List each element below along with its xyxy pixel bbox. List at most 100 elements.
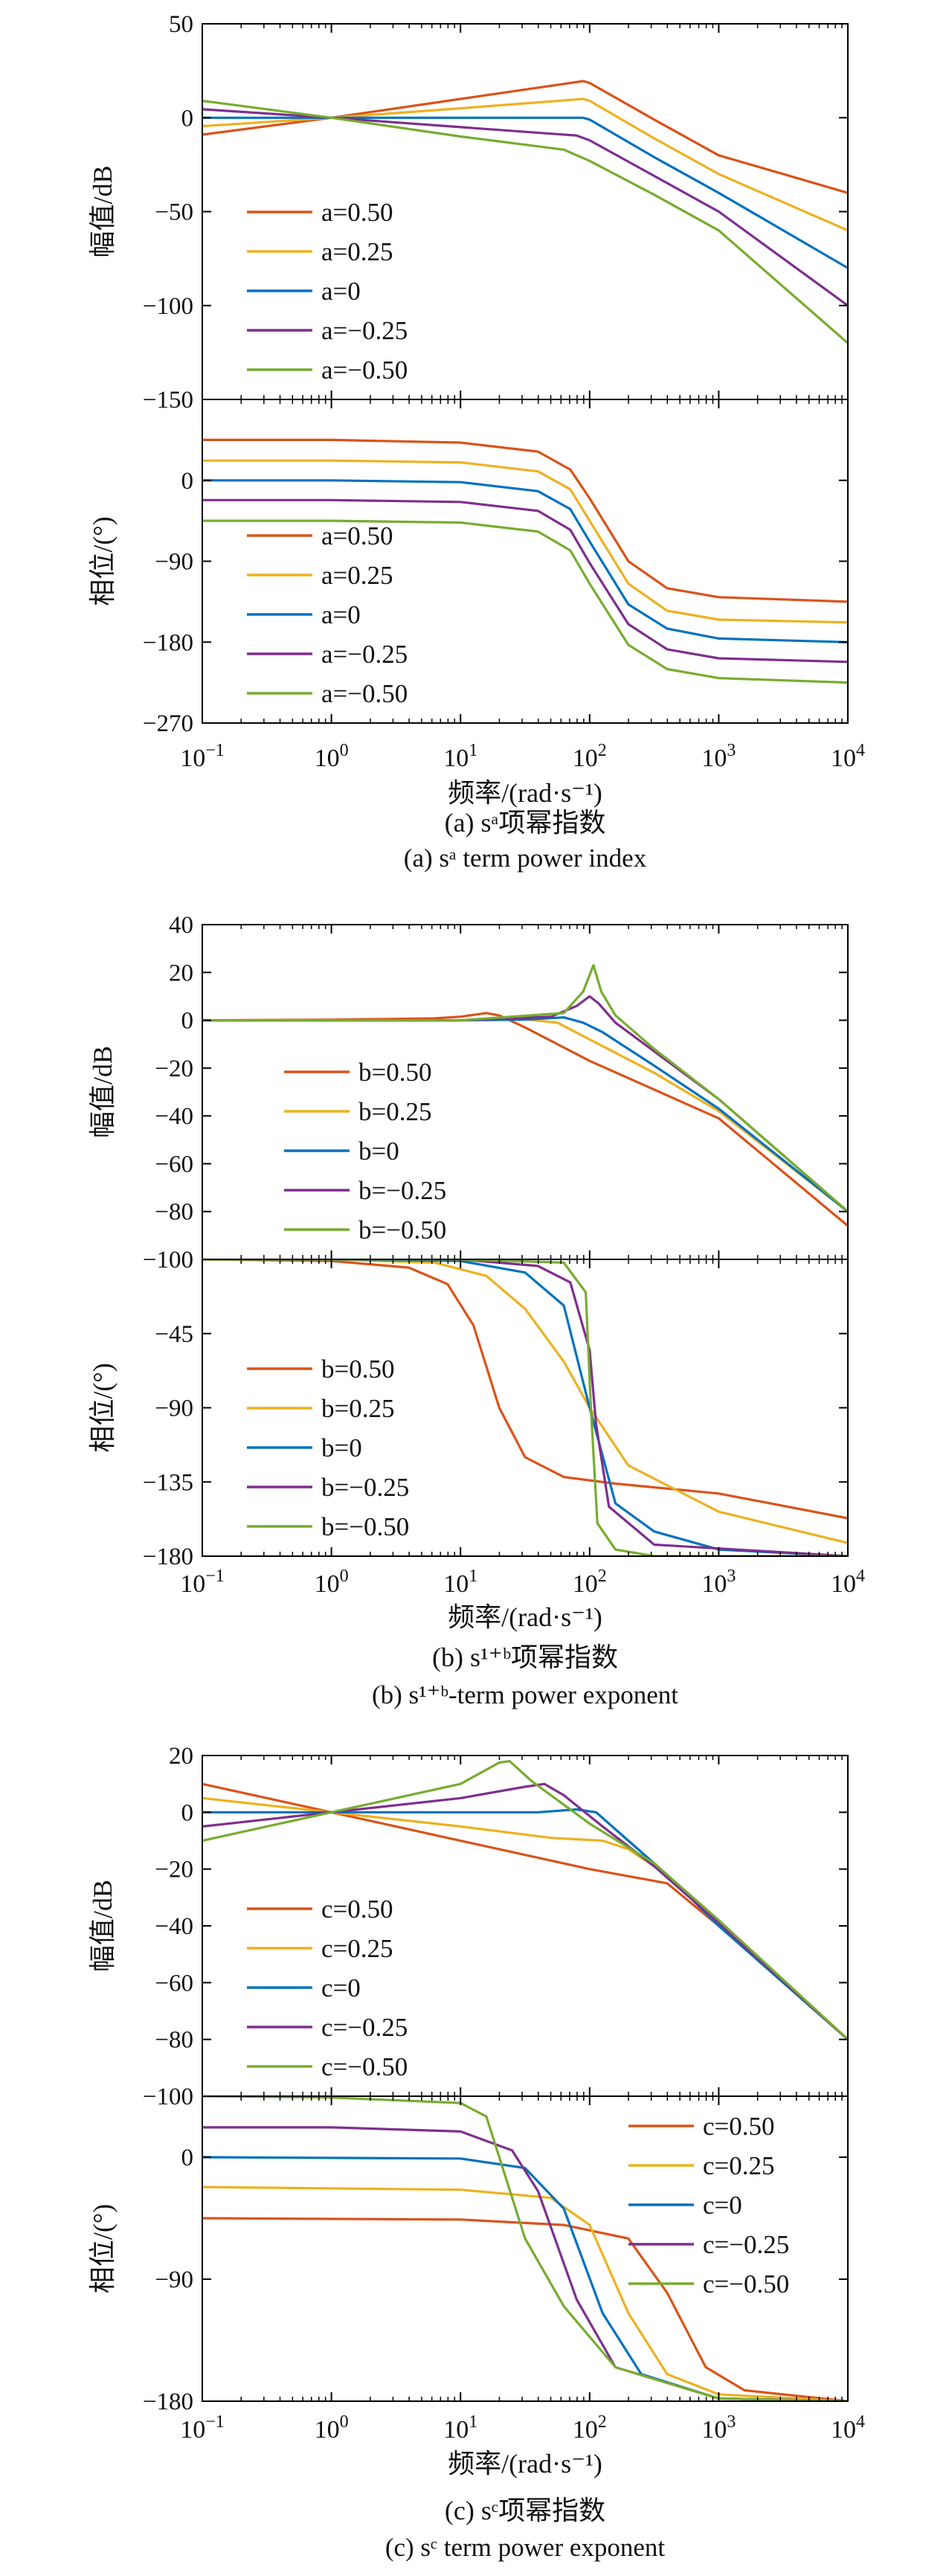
y-tick-label: 20 bbox=[169, 1743, 193, 1770]
series-line-3 bbox=[202, 498, 848, 664]
series-line-1 bbox=[202, 2185, 848, 2401]
caption-en: (a) sᵃ term power index bbox=[404, 844, 647, 873]
y-tick-label: −50 bbox=[155, 199, 193, 226]
x-tick-label: 100 bbox=[315, 2412, 349, 2444]
curves bbox=[202, 1760, 848, 2041]
x-tick-label: 103 bbox=[701, 741, 736, 772]
y-axis-label: 幅值/dB bbox=[88, 165, 118, 257]
x-tick-label: 102 bbox=[573, 741, 607, 772]
legend-label-0: a=0.50 bbox=[321, 198, 393, 227]
legend-label-4: c=−0.50 bbox=[703, 2270, 789, 2299]
y-tick-label: 20 bbox=[169, 960, 193, 986]
legend-label-1: a=0.25 bbox=[321, 561, 393, 590]
y-tick-label: −270 bbox=[143, 710, 193, 737]
curves bbox=[202, 2096, 848, 2401]
y-tick-label: −180 bbox=[143, 2389, 193, 2415]
axes-frame bbox=[202, 1755, 849, 2097]
series-line-4 bbox=[202, 1760, 848, 2041]
series-line-1 bbox=[202, 1796, 848, 2041]
y-tick-label: −100 bbox=[143, 293, 193, 320]
series-line-0 bbox=[202, 438, 848, 603]
legend: a=0.50 a=0.25 a=0 a=−0.25 a=−0.50 bbox=[247, 198, 408, 385]
legend-label-2: b=0 bbox=[321, 1433, 362, 1462]
legend-label-4: b=−0.50 bbox=[321, 1512, 409, 1541]
y-tick-label: −180 bbox=[143, 629, 193, 656]
y-tick-label: −45 bbox=[155, 1321, 193, 1348]
panel-a: 50 0 −50 −100 −150 幅值/dB a=0.50 a=0.25 a=0 a=−0.2… bbox=[88, 11, 865, 873]
y-tick-label: −100 bbox=[143, 2084, 193, 2110]
y-tick-label: −150 bbox=[143, 387, 193, 414]
legend-label-3: b=−0.25 bbox=[321, 1473, 409, 1502]
legend: a=0.50 a=0.25 a=0 a=−0.25 a=−0.50 bbox=[247, 521, 408, 708]
caption-en: (b) s¹⁺ᵇ-term power exponent bbox=[372, 1680, 678, 1709]
y-tick-label: −90 bbox=[155, 2267, 193, 2293]
x-tick-label: 10−1 bbox=[180, 741, 225, 772]
y-axis-label: 幅值/dB bbox=[88, 1880, 118, 1972]
y-tick-label: −20 bbox=[155, 1857, 193, 1883]
series-line-0 bbox=[202, 1782, 848, 2041]
series-line-4 bbox=[202, 1259, 848, 1556]
legend-label-1: b=0.25 bbox=[321, 1394, 395, 1423]
x-tick-label: 103 bbox=[701, 2412, 736, 2444]
y-axis-label: 相位/(°) bbox=[88, 2204, 118, 2293]
caption-cn: (c) sᶜ项幂指数 bbox=[445, 2496, 605, 2525]
x-tick-label: 103 bbox=[701, 1567, 736, 1598]
y-tick-label: 0 bbox=[181, 1008, 194, 1035]
series-line-4 bbox=[202, 2096, 848, 2401]
legend-label-3: b=−0.25 bbox=[358, 1176, 446, 1205]
y-tick-label: −60 bbox=[155, 1970, 193, 1997]
x-tick-label: 101 bbox=[443, 1567, 477, 1598]
series-line-0 bbox=[202, 2217, 848, 2401]
series-line-3 bbox=[202, 1259, 848, 1556]
y-tick-label: −100 bbox=[143, 1247, 193, 1273]
x-axis-label: 频率/(rad·s⁻¹) bbox=[448, 2449, 602, 2479]
y-tick-label: 50 bbox=[169, 11, 193, 38]
x-tick-label: 104 bbox=[831, 1567, 865, 1598]
y-tick-label: −180 bbox=[143, 1544, 193, 1570]
legend-label-0: b=0.50 bbox=[321, 1355, 395, 1384]
x-axis-label: 频率/(rad·s⁻¹) bbox=[448, 778, 602, 808]
series-line-1 bbox=[202, 459, 848, 624]
series-line-3 bbox=[202, 1782, 848, 2041]
x-tick-label: 101 bbox=[443, 741, 477, 772]
legend-label-3: c=−0.25 bbox=[321, 2013, 408, 2042]
legend-label-3: c=−0.25 bbox=[703, 2230, 789, 2259]
axes-frame bbox=[202, 399, 849, 724]
series-line-0 bbox=[202, 1012, 848, 1227]
legend-label-0: c=0.50 bbox=[321, 1895, 393, 1924]
legend-label-2: a=0 bbox=[321, 277, 361, 306]
series-line-4 bbox=[202, 964, 848, 1213]
y-tick-label: −135 bbox=[143, 1469, 193, 1496]
subplot-c-1: 0 −90 −180 相位/(°) c=0.50 c=0.25 c=0 c=−0.25 c=−0… bbox=[88, 2095, 849, 2415]
y-tick-label: −80 bbox=[155, 2027, 193, 2054]
series-line-4 bbox=[202, 99, 848, 344]
x-tick-label: 102 bbox=[573, 1567, 607, 1598]
series-line-2 bbox=[202, 1016, 848, 1213]
y-tick-label: −90 bbox=[155, 549, 193, 576]
series-line-4 bbox=[202, 519, 848, 684]
curves bbox=[202, 1259, 848, 1556]
y-tick-label: 0 bbox=[181, 468, 194, 495]
series-line-3 bbox=[202, 108, 848, 307]
caption-en: (c) sᶜ term power exponent bbox=[385, 2533, 666, 2562]
legend: b=0.50 b=0.25 b=0 b=−0.25 b=−0.50 bbox=[284, 1058, 446, 1244]
legend-label-2: c=0 bbox=[703, 2191, 742, 2220]
x-tick-label: 104 bbox=[831, 741, 865, 772]
legend-label-3: a=−0.25 bbox=[321, 640, 408, 669]
x-tick-label: 10−1 bbox=[180, 1567, 225, 1598]
curves bbox=[202, 964, 848, 1227]
legend-label-4: b=−0.50 bbox=[358, 1215, 446, 1244]
y-tick-label: 0 bbox=[181, 2145, 194, 2171]
legend-label-2: c=0 bbox=[321, 1973, 361, 2002]
y-tick-label: 0 bbox=[181, 105, 194, 132]
axes-frame bbox=[202, 924, 849, 1260]
legend-label-0: b=0.50 bbox=[358, 1058, 432, 1087]
x-tick-label: 100 bbox=[315, 741, 349, 772]
subplot-a-0: 50 0 −50 −100 −150 幅值/dB a=0.50 a=0.25 a=0 a=−0.2… bbox=[88, 11, 849, 414]
series-line-1 bbox=[202, 97, 848, 232]
y-tick-label: −20 bbox=[155, 1056, 193, 1082]
legend-label-3: a=−0.25 bbox=[321, 316, 408, 345]
x-tick-label: 104 bbox=[831, 2412, 865, 2444]
